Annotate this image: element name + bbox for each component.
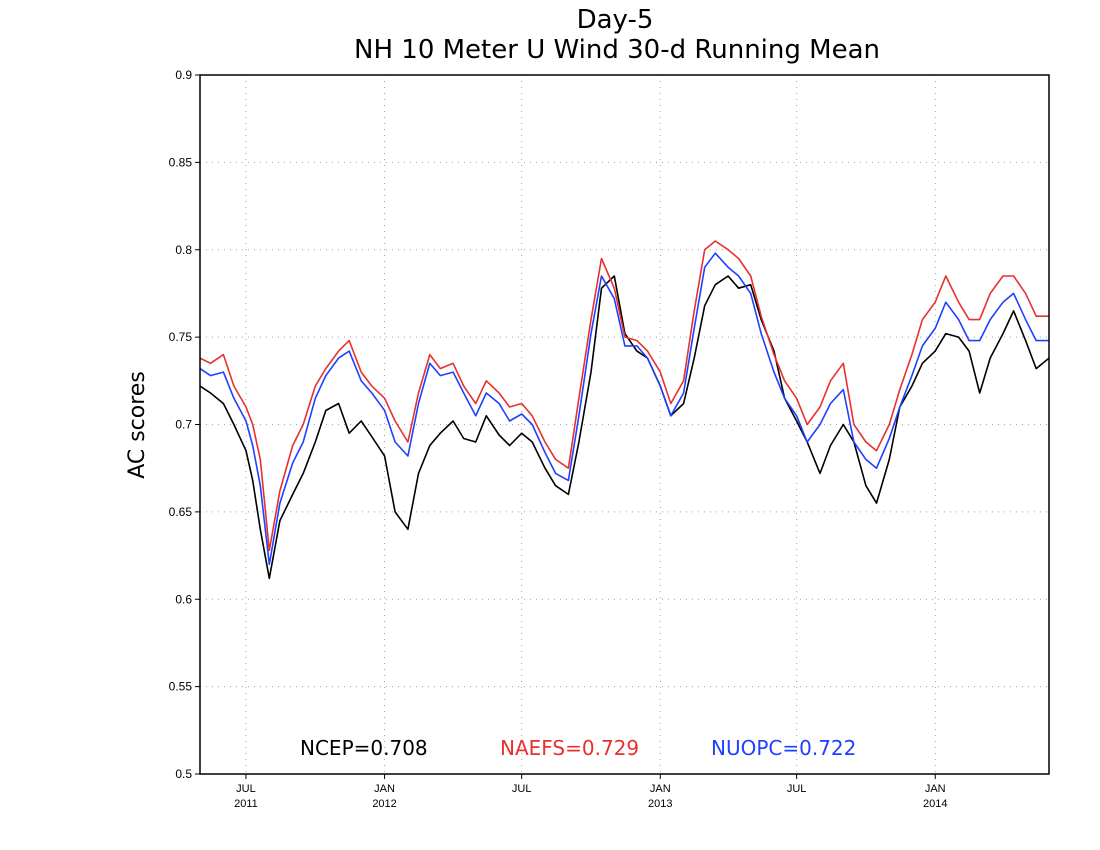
x-tick-label-month: JAN [374,783,395,795]
chart-subtitle: NH 10 Meter U Wind 30-d Running Mean [354,35,880,65]
x-tick-label-month: JUL [787,783,807,795]
series-line-nuopc [199,252,1049,566]
legend: NCEP=0.708 NAEFS=0.729 NUOPC=0.722 [300,736,856,760]
y-tick-label: 0.55 [169,680,193,694]
x-tick-label-month: JUL [512,783,532,795]
y-tick-label: 0.75 [169,330,193,344]
y-tick-label: 0.5 [175,767,192,781]
x-axis-ticks: JUL 2011 JAN 2012 JUL JAN 2013 JUL JAN 2014 [234,774,947,810]
y-axis-label: AC scores [125,371,150,479]
x-tick-label-year: 2014 [923,798,947,810]
x-tick-label-year: 2012 [372,798,396,810]
legend-ncep: NCEP=0.708 [300,736,428,760]
x-tick-label-month: JUL [236,783,256,795]
y-tick-label: 0.65 [169,505,193,519]
y-tick-label: 0.85 [169,155,193,169]
x-tick-label-month: JAN [925,783,946,795]
chart-title: Day-5 [577,5,654,35]
y-tick-label: 0.9 [175,68,192,82]
series-line-ncep [199,275,1050,580]
y-tick-label: 0.7 [175,418,192,432]
x-tick-label-month: JAN [650,783,671,795]
series-layer [199,240,1050,580]
series-line-naefs [199,240,1049,552]
legend-naefs: NAEFS=0.729 [500,736,639,760]
x-tick-label-year: 2013 [648,798,672,810]
y-axis-ticks: 0.5 0.55 0.6 0.65 0.7 0.75 0.8 0.85 0.9 [169,68,200,781]
grid [200,75,1049,774]
x-tick-label-year: 2011 [234,798,258,810]
plot-frame [199,74,1050,775]
y-tick-label: 0.8 [175,243,192,257]
legend-nuopc: NUOPC=0.722 [711,736,856,760]
y-tick-label: 0.6 [175,592,192,606]
